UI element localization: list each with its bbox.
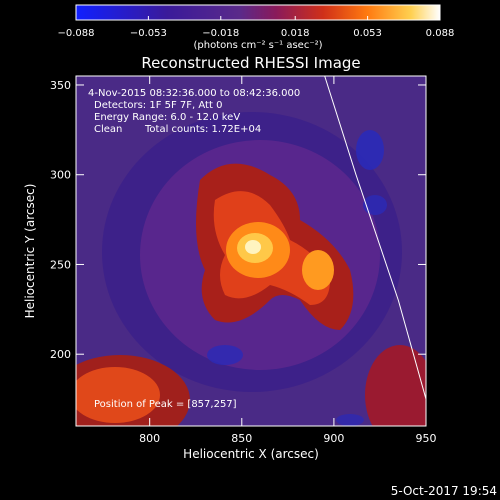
heatmap-image: [76, 76, 426, 426]
x-tick-label: 900: [323, 432, 344, 445]
plot-frame: [75, 75, 427, 427]
x-tick-label: 800: [139, 432, 160, 445]
footer-date: 5-Oct-2017 19:54: [391, 484, 497, 498]
x-axis-label: Heliocentric X (arcsec): [183, 447, 319, 461]
y-tick-label: 250: [50, 258, 71, 271]
chart-title: Reconstructed RHESSI Image: [141, 54, 360, 72]
colorbar-tick-label: 0.088: [426, 28, 455, 39]
y-tick-label: 300: [50, 169, 71, 182]
y-tick-label: 200: [50, 348, 71, 361]
colorbar-ticks: −0.088 −0.053 −0.018 0.018 0.053 0.088: [57, 16, 454, 39]
heatmap-plot: 800 850 900 950 200 250 300 350 4-Nov-2015 08:3…: [50, 75, 437, 445]
colorbar-tick-label: −0.088: [57, 28, 94, 39]
annotation-peak: Position of Peak = [857,257]: [94, 399, 237, 410]
colorbar-tick-label: 0.018: [281, 28, 310, 39]
annotation-time: 4-Nov-2015 08:32:36.000 to 08:42:36.000: [88, 88, 300, 99]
axis-ticks: 800 850 900 950 200 250 300 350: [50, 76, 437, 445]
annotation-method: Clean: [94, 124, 122, 135]
colorbar-tick-label: −0.053: [130, 28, 167, 39]
y-tick-label: 350: [50, 79, 71, 92]
y-axis-label: Heliocentric Y (arcsec): [23, 184, 37, 319]
x-tick-label: 950: [416, 432, 437, 445]
annotation-detectors: Detectors: 1F 5F 7F, Att 0: [94, 100, 222, 111]
colorbar-gradient: [75, 4, 441, 21]
annotation-counts: Total counts: 1.72E+04: [144, 124, 261, 135]
colorbar-tick-label: −0.018: [202, 28, 239, 39]
solar-limb-line: [324, 76, 426, 400]
colorbar-unit-label: (photons cm⁻² s⁻¹ asec⁻²): [193, 40, 322, 51]
annotation-energy: Energy Range: 6.0 - 12.0 keV: [94, 112, 240, 123]
colorbar: −0.088 −0.053 −0.018 0.018 0.053 0.088 (photo…: [57, 4, 454, 51]
colorbar-tick-label: 0.053: [353, 28, 382, 39]
x-tick-label: 850: [231, 432, 252, 445]
